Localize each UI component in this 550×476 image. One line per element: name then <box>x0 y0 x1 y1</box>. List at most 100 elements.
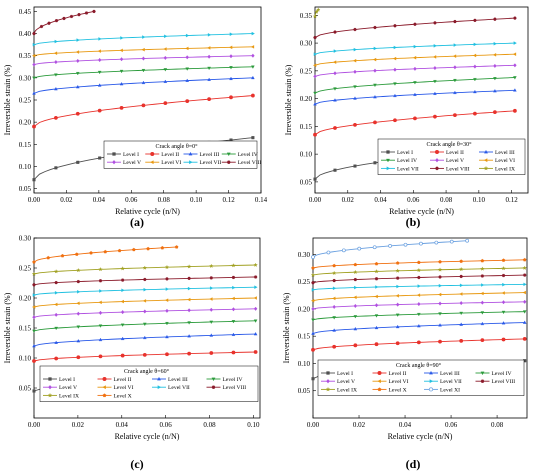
legend-label: Level VIII <box>238 160 262 166</box>
data-point-marker <box>54 86 58 91</box>
data-point-marker <box>97 70 102 75</box>
x-axis-label: Relative cycle (n/N) <box>115 207 180 216</box>
x-tick-label: 0.10 <box>190 196 203 204</box>
data-point-marker <box>209 333 214 337</box>
legend-entry-level-ii: Level II <box>145 152 179 158</box>
y-tick-label: 0.15 <box>300 123 313 131</box>
y-axis-label: Irreversible strain (%) <box>284 64 293 135</box>
data-point-marker <box>395 268 400 273</box>
data-point-marker <box>433 44 437 48</box>
data-point-marker <box>117 248 122 253</box>
data-point-marker <box>163 101 168 106</box>
legend-entry-level-vii: Level VII <box>152 385 190 391</box>
legend-swatch-marker <box>326 371 330 375</box>
series-level-vi <box>311 290 526 303</box>
legend-entry-level-vii: Level VII <box>381 166 419 172</box>
data-point-marker <box>311 318 315 322</box>
series-level-viii <box>32 9 96 36</box>
data-point-marker <box>187 276 191 280</box>
data-point-marker <box>373 83 377 88</box>
data-point-marker <box>438 312 442 316</box>
data-point-marker <box>229 76 233 80</box>
data-point-marker <box>333 71 337 76</box>
legend-label: Level VI <box>161 160 181 166</box>
data-point-marker <box>98 156 102 160</box>
series-level-ii <box>313 108 517 137</box>
chart-panel-d: 0.00 0.02 0.04 0.06 0.08 0.05 0.10 0.15 0.20 0.25… <box>282 237 528 471</box>
data-point-marker <box>142 299 147 303</box>
data-point-marker <box>373 161 377 165</box>
data-point-marker <box>332 296 336 301</box>
legend-swatch-marker <box>112 160 116 165</box>
data-point-marker <box>513 88 517 92</box>
x-tick-label: 0.00 <box>307 421 320 429</box>
y-tick-label: 0.25 <box>298 278 311 286</box>
data-point-marker <box>417 275 421 280</box>
legend-swatch-marker <box>435 158 439 163</box>
legend-swatch-marker <box>211 377 216 382</box>
data-point-marker <box>501 266 506 271</box>
data-point-marker <box>341 248 346 253</box>
data-point-marker <box>459 274 463 278</box>
data-point-marker <box>480 321 485 326</box>
data-point-marker <box>32 283 36 287</box>
data-point-marker <box>165 287 169 291</box>
legend-swatch-marker <box>188 151 193 156</box>
data-point-marker <box>251 136 255 140</box>
data-point-marker <box>209 297 213 301</box>
y-tick-label: 0.15 <box>298 333 311 341</box>
legend-entry-level-x: Level X <box>97 393 132 399</box>
series-level-ii <box>311 337 527 352</box>
series-level-vii <box>313 41 517 56</box>
legend-swatch-marker <box>102 377 107 382</box>
data-point-marker <box>75 72 80 76</box>
data-point-marker <box>480 338 485 343</box>
y-tick-label: 0.10 <box>298 360 311 368</box>
data-point-marker <box>353 343 358 348</box>
data-point-marker <box>453 43 457 47</box>
x-tick-label: 0.06 <box>160 421 173 429</box>
data-point-marker <box>481 283 485 287</box>
data-point-marker <box>513 108 517 113</box>
legend-entry-level-i: Level I <box>321 371 353 377</box>
x-tick-label: 0.08 <box>491 421 504 429</box>
y-tick-label: 0.30 <box>300 40 313 48</box>
legend-entry-level-vi: Level VI <box>479 158 515 164</box>
data-point-marker <box>473 64 477 69</box>
data-point-marker <box>522 257 527 262</box>
data-point-marker <box>353 262 358 267</box>
data-point-marker <box>480 311 485 315</box>
legend-label: Level III <box>440 371 460 377</box>
legend-label: Level I <box>123 152 139 158</box>
data-point-marker <box>332 344 337 349</box>
data-point-marker <box>473 18 477 22</box>
x-tick-label: 0.04 <box>93 196 106 204</box>
data-point-marker <box>143 335 147 340</box>
y-tick-label: 0.15 <box>19 141 32 149</box>
data-point-marker <box>311 298 315 303</box>
data-point-marker <box>209 351 214 355</box>
data-point-marker <box>313 91 317 96</box>
data-point-marker <box>185 67 190 71</box>
legend-entry-level-vi: Level VI <box>97 385 134 391</box>
series-level-ix <box>310 265 527 277</box>
data-point-marker <box>522 290 526 295</box>
data-point-marker <box>165 322 169 326</box>
data-point-marker <box>326 250 331 255</box>
data-point-marker <box>254 285 258 289</box>
legend-entry-level-ix: Level IX <box>321 386 357 393</box>
legend-swatch-marker <box>483 165 489 171</box>
data-point-marker <box>76 325 81 329</box>
legend-label: Level V <box>59 385 77 391</box>
series-level-v <box>313 63 517 79</box>
data-point-marker <box>331 270 337 275</box>
legend-entry-level-iii: Level III <box>479 149 515 156</box>
y-axis-label: Irreversible strain (%) <box>3 292 12 363</box>
data-point-marker <box>76 311 81 316</box>
data-point-marker <box>207 33 212 37</box>
data-point-marker <box>32 76 36 80</box>
data-point-marker <box>54 312 58 317</box>
y-tick-label: 0.45 <box>19 8 32 16</box>
data-point-marker <box>253 319 258 323</box>
legend-title: Crack angle θ=60° <box>124 368 170 375</box>
